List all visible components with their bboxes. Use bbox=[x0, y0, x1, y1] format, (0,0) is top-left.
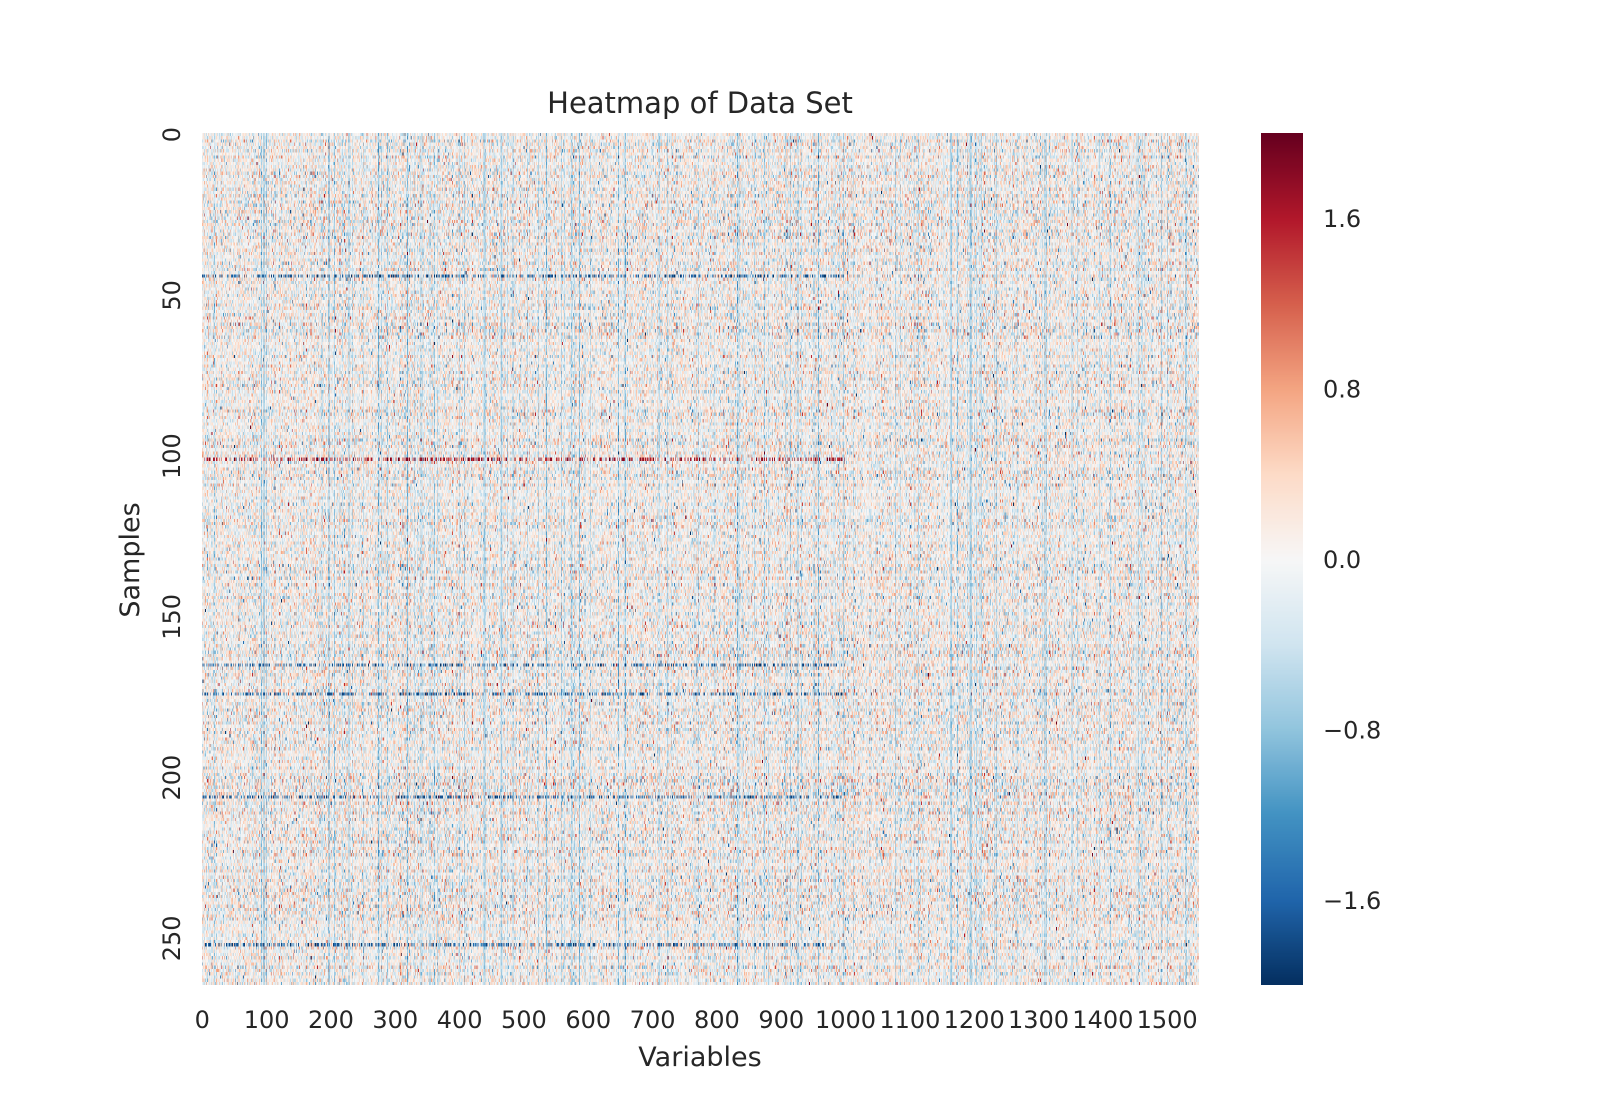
x-tick-label: 1300 bbox=[1008, 1006, 1069, 1034]
chart-title: Heatmap of Data Set bbox=[547, 86, 853, 120]
y-tick-label: 50 bbox=[158, 280, 186, 311]
colorbar-tick-label: −1.6 bbox=[1323, 887, 1381, 915]
y-axis-label: Samples bbox=[115, 502, 146, 617]
x-tick-label: 900 bbox=[758, 1006, 804, 1034]
x-tick-label: 400 bbox=[437, 1006, 483, 1034]
x-tick-label: 1500 bbox=[1137, 1006, 1198, 1034]
x-axis-label: Variables bbox=[638, 1042, 761, 1073]
y-tick-label: 150 bbox=[158, 594, 186, 640]
colorbar-tick-labels: 1.6 0.8 0.0 −0.8 −1.6 bbox=[1323, 205, 1381, 915]
x-tick-label: 1200 bbox=[944, 1006, 1005, 1034]
y-tick-labels: 0 50 100 150 200 250 bbox=[158, 127, 186, 961]
x-tick-labels: 0 100 200 300 400 500 600 700 800 900 1000 1100 1200… bbox=[195, 1006, 1198, 1034]
x-tick-label: 1100 bbox=[879, 1006, 940, 1034]
y-tick-label: 200 bbox=[158, 755, 186, 801]
x-tick-label: 700 bbox=[630, 1006, 676, 1034]
colorbar-tick-label: 0.0 bbox=[1323, 546, 1361, 574]
x-tick-label: 1000 bbox=[815, 1006, 876, 1034]
y-tick-label: 100 bbox=[158, 433, 186, 479]
colorbar-gradient bbox=[1261, 133, 1303, 985]
y-tick-label: 250 bbox=[158, 915, 186, 961]
colorbar-tick-label: 1.6 bbox=[1323, 205, 1361, 233]
heatmap-cells bbox=[202, 133, 1199, 985]
x-tick-label: 800 bbox=[694, 1006, 740, 1034]
x-tick-label: 0 bbox=[195, 1006, 210, 1034]
colorbar-tick-label: 0.8 bbox=[1323, 376, 1361, 404]
x-tick-label: 300 bbox=[372, 1006, 418, 1034]
x-tick-label: 500 bbox=[501, 1006, 547, 1034]
x-tick-label: 200 bbox=[308, 1006, 354, 1034]
x-tick-label: 1400 bbox=[1072, 1006, 1133, 1034]
x-tick-label: 600 bbox=[565, 1006, 611, 1034]
y-tick-label: 0 bbox=[158, 127, 186, 142]
colorbar-tick-label: −0.8 bbox=[1323, 716, 1381, 744]
x-tick-label: 100 bbox=[244, 1006, 290, 1034]
